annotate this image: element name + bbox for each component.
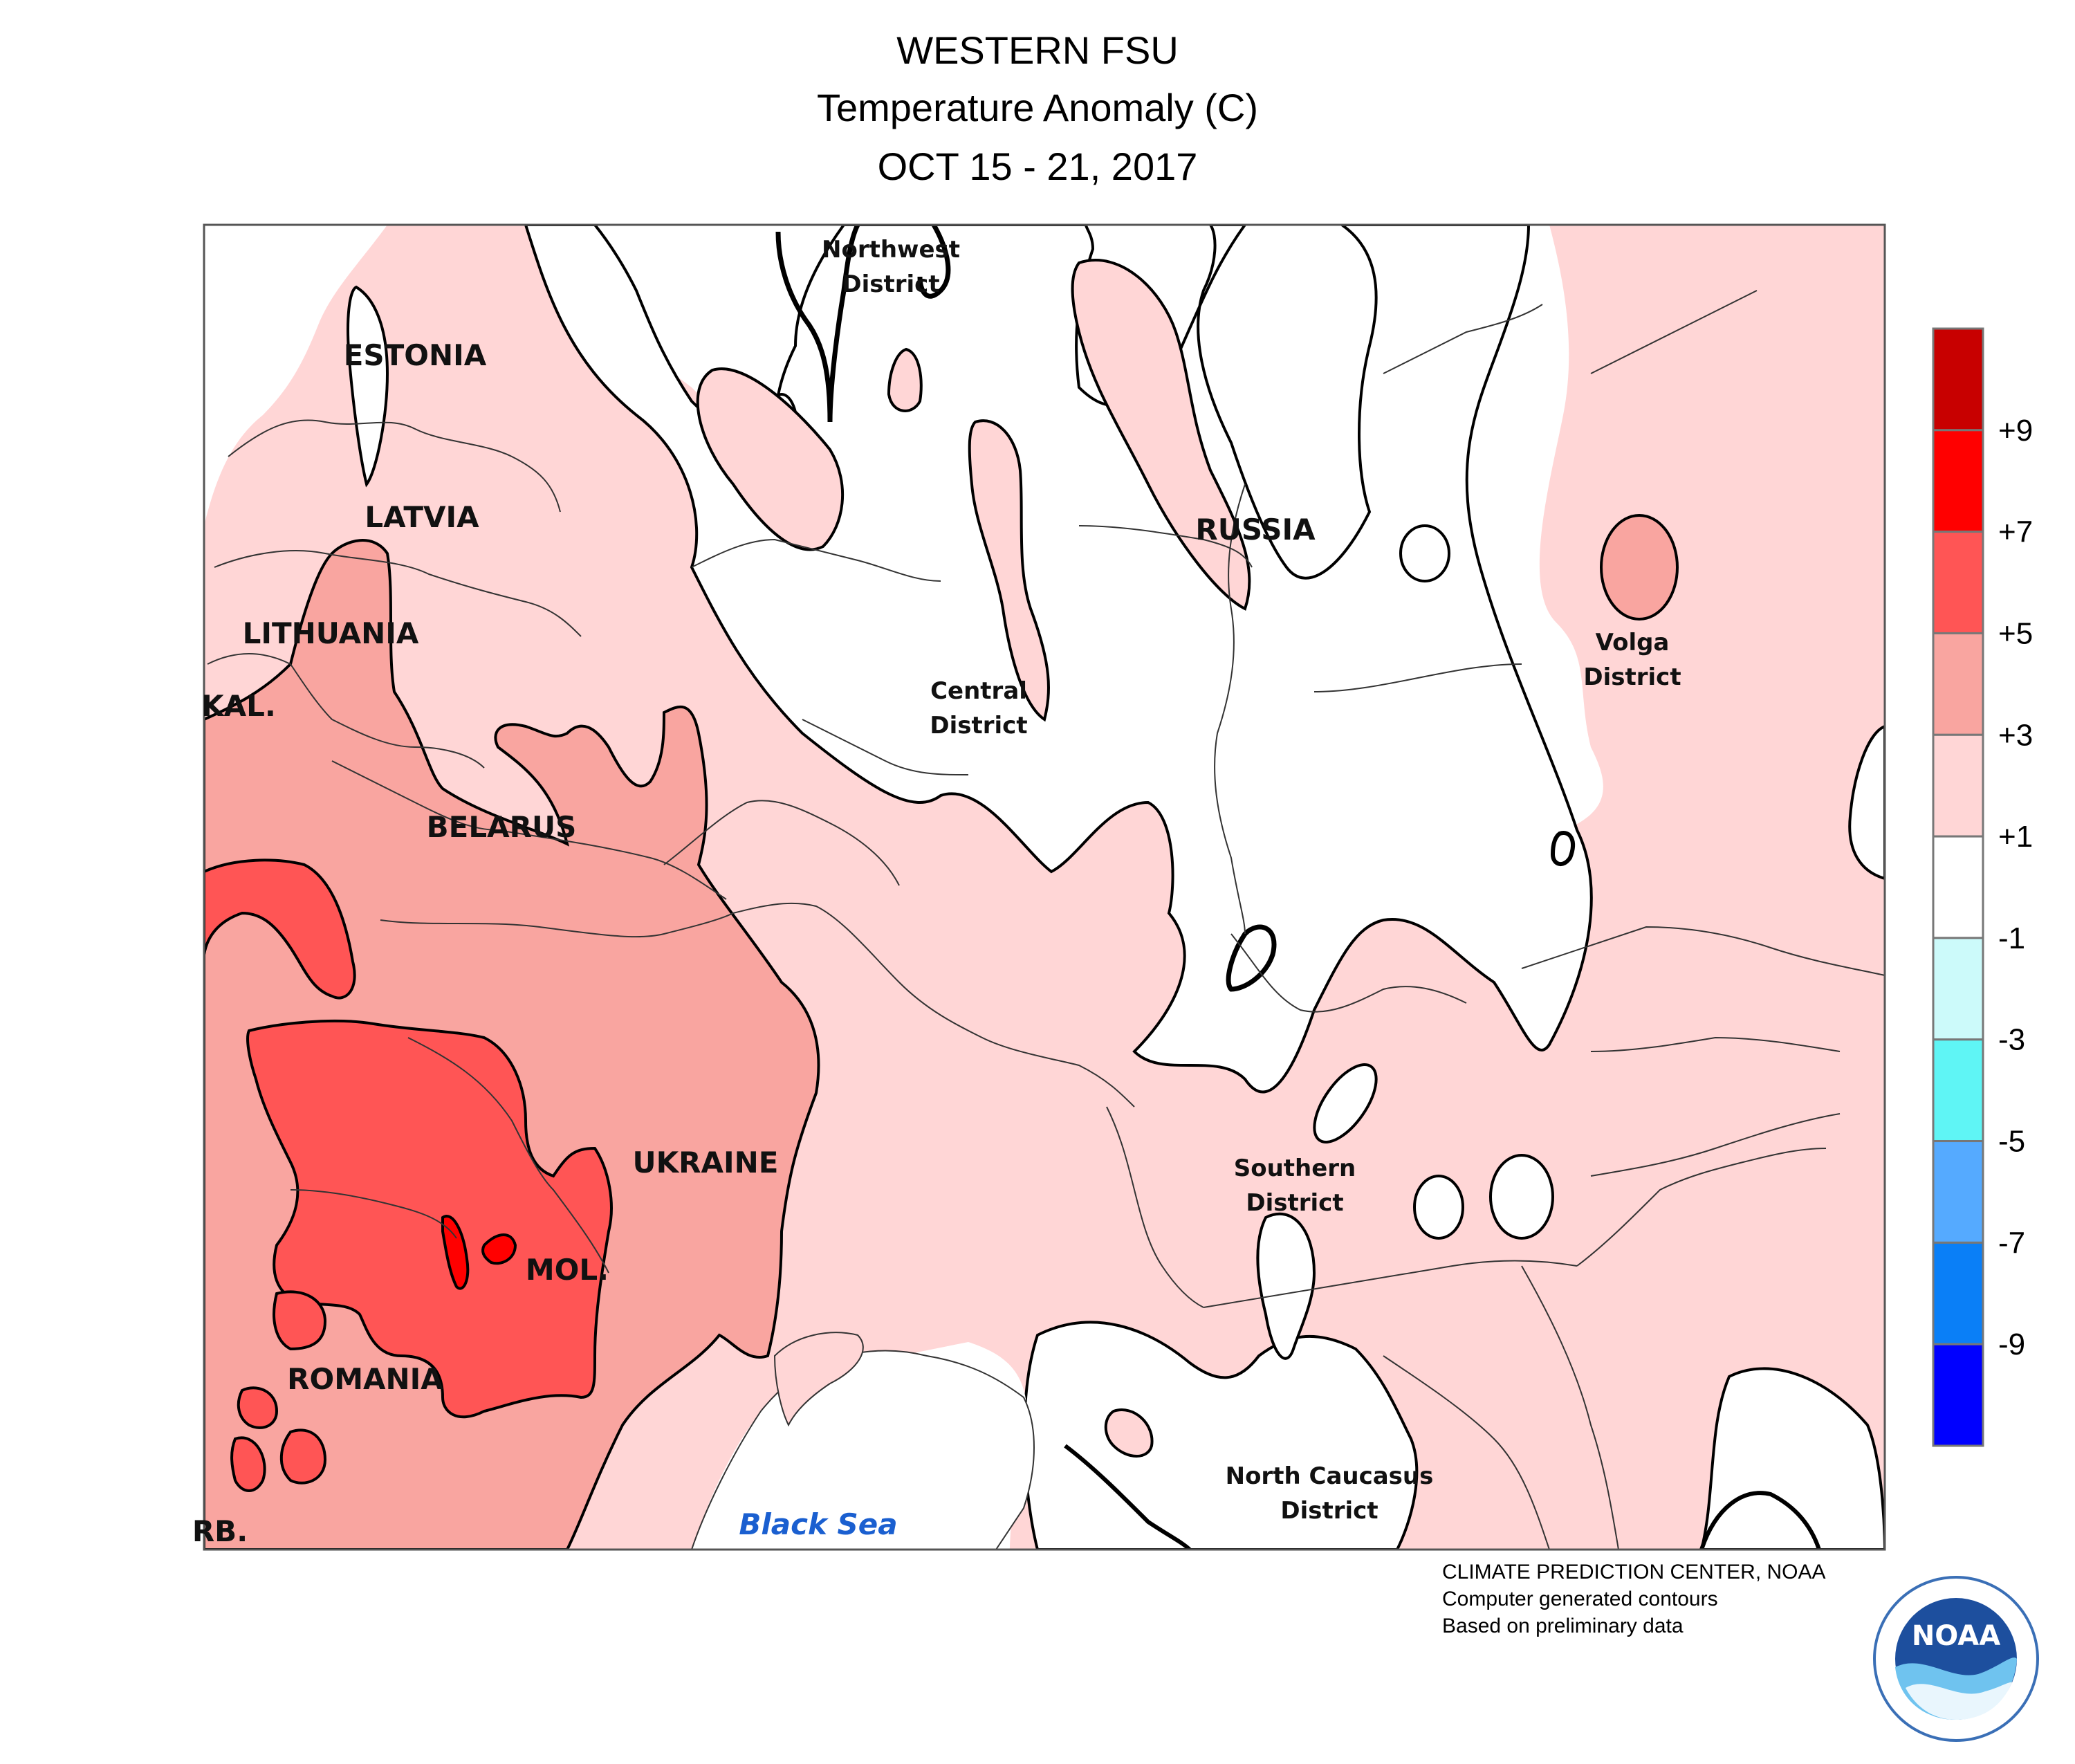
credit-line-3: Based on preliminary data [1442,1615,1684,1637]
map-date-range: OCT 15 - 21, 2017 [877,145,1198,188]
legend-swatch [1932,1241,1984,1345]
legend-tick-label: +3 [1998,718,2033,752]
legend-swatch [1932,327,1984,432]
border-lines [207,290,1885,1550]
neutral-zone-caucasus [1023,1321,1419,1550]
anomaly-fill-1-3 [1104,1408,1154,1458]
anomaly-fill-5-7 [279,1428,327,1485]
credit-line-1: CLIMATE PREDICTION CENTER, NOAA [1442,1561,1826,1583]
noaa-logo-text: NOAA [1912,1620,2000,1652]
anomaly-fill-7-9 [441,1215,470,1290]
label-latvia: LATVIA [365,500,479,534]
label-lithuania: LITHUANIA [243,616,419,650]
anomaly-fill-5-7 [237,1386,279,1429]
map-subtitle: Temperature Anomaly (C) [816,86,1258,129]
contour-line [1226,924,1277,992]
legend-swatch [1932,632,1984,736]
contour-line [1550,831,1575,866]
label-black-sea: Black Sea [739,1507,897,1541]
legend-tick-label: -9 [1998,1327,2025,1361]
label-estonia: ESTONIA [344,338,487,372]
map-title: WESTERN FSU [896,28,1179,72]
contour-line [917,225,951,299]
neutral-zone-baltic [204,225,387,526]
anomaly-fill-3-5 [1600,514,1679,621]
neutral-zone-estonia-lake [347,285,389,488]
neutral-zone-east-edge [1848,724,1885,881]
anomaly-fill-1-3 [1071,259,1251,611]
legend-swatch [1932,1038,1984,1143]
neutral-blob [1313,1063,1378,1143]
label-volga-district-line1: Volga [1596,629,1670,656]
label-southern-district-line2: District [1246,1189,1343,1217]
label-russia: RUSSIA [1195,513,1316,546]
region-labels: ESTONIA LATVIA LITHUANIA KAL. BELARUS UK… [192,236,1681,1548]
anomaly-fill-7-9 [481,1233,517,1265]
neutral-blob [1489,1154,1554,1240]
label-serbia: RB. [192,1514,248,1548]
legend-tick-label: -5 [1998,1125,2025,1159]
legend-tick-label: +9 [1998,414,2033,448]
anomaly-fill-5-7 [246,1019,613,1419]
label-northwest-district-line1: Northwest [822,236,960,264]
legend-swatch [1932,733,1984,838]
contour-line [1699,1491,1821,1550]
anomaly-fill-1-3 [696,367,845,551]
label-northwest-district-line2: District [842,270,939,298]
anomaly-fill-1-3 [887,347,923,412]
credit-line-2: Computer generated contours [1442,1588,1718,1610]
label-romania: ROMANIA [287,1362,443,1396]
legend-swatch [1932,835,1984,939]
legend-tick-label: -3 [1998,1023,2025,1057]
legend-tick-label: +5 [1998,616,2033,650]
label-belarus: BELARUS [427,810,577,844]
legend-tick-label: +1 [1998,820,2033,854]
map-frame [203,223,1886,1551]
label-ukraine: UKRAINE [633,1146,779,1179]
contour-line [1064,1444,1192,1550]
anomaly-fill-5-7 [273,1290,327,1351]
contour-line [775,225,860,423]
map-panel [204,225,1885,1550]
neutral-blob [1413,1175,1464,1240]
legend-swatch [1932,1343,1984,1447]
black-sea [690,1350,1035,1550]
label-north-caucasus-district-line2: District [1280,1497,1378,1525]
neutral-zone-stavropol [1256,1212,1316,1360]
legend-swatch [1932,429,1984,533]
crimea-peninsula [773,1332,864,1427]
neutral-zone-south-east [1699,1367,1885,1550]
label-kaliningrad: KAL. [201,689,276,723]
legend-tick-label: -7 [1998,1226,2025,1260]
label-central-district-line1: Central [930,677,1027,705]
label-southern-district-line1: Southern [1234,1155,1356,1182]
legend-swatch [1932,1140,1984,1244]
legend-swatch [1932,531,1984,634]
label-north-caucasus-district-line1: North Caucasus [1226,1462,1434,1490]
label-moldova: MOL. [526,1253,609,1287]
label-volga-district-line2: District [1583,663,1681,691]
neutral-blob [1399,524,1450,582]
anomaly-fill-5-7 [204,858,356,1000]
noaa-logo: NOAA [1873,1576,2039,1742]
legend-swatch [1932,937,1984,1041]
color-legend: +9 +7 +5 +3 +1 -1 -3 -5 -7 -9 [1932,327,2033,1447]
anomaly-fill-5-7 [230,1436,266,1492]
legend-tick-label: +7 [1998,515,2033,549]
anomaly-fill-1-3 [968,419,1050,722]
label-central-district-line2: District [930,712,1027,739]
legend-tick-label: -1 [1998,921,2025,955]
